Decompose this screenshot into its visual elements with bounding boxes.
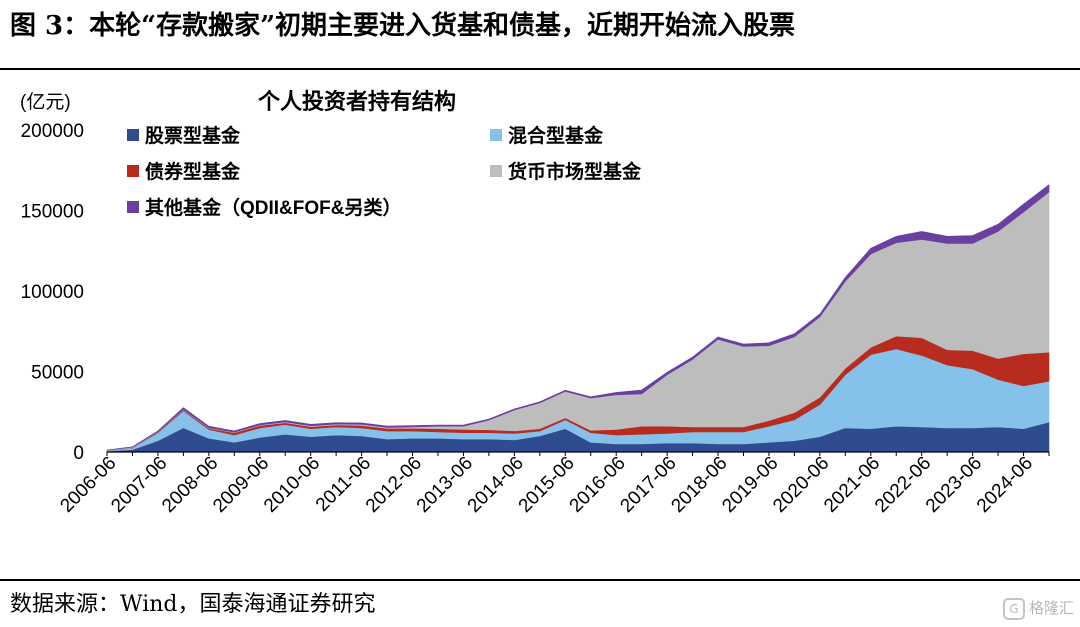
x-tick-label-14: 2020-06 xyxy=(769,453,833,517)
y-tick-label-4: 200000 xyxy=(21,121,84,142)
x-tick-label-0: 2006-06 xyxy=(56,453,120,517)
x-tick-label-7: 2013-06 xyxy=(413,453,477,517)
area-series-group xyxy=(106,184,1050,453)
legend-swatch-2 xyxy=(127,165,139,177)
legend-label-3: 货币市场型基金 xyxy=(508,160,642,183)
chart-title: 个人投资者持有结构 xyxy=(258,89,456,114)
watermark: G 格隆汇 xyxy=(1002,595,1074,621)
x-tick-label-3: 2009-06 xyxy=(209,453,273,517)
watermark-logo-icon: G xyxy=(1002,597,1025,620)
x-tick-label-15: 2021-06 xyxy=(820,453,884,517)
bottom-rule xyxy=(0,579,1080,581)
y-tick-label-1: 50000 xyxy=(31,363,84,384)
x-tick-label-17: 2023-06 xyxy=(922,453,986,517)
x-tick-label-6: 2012-06 xyxy=(362,453,426,517)
legend-swatch-0 xyxy=(127,129,139,141)
legend-swatch-1 xyxy=(490,129,502,141)
x-tick-label-18: 2024-06 xyxy=(973,453,1037,517)
legend-swatch-3 xyxy=(490,165,502,177)
chart-canvas: (亿元) 个人投资者持有结构 050000100000150000200000 … xyxy=(20,89,1050,517)
x-tick-label-16: 2022-06 xyxy=(871,453,935,517)
y-unit-label: (亿元) xyxy=(20,91,71,113)
legend-label-4: 其他基金（QDII&FOF&另类） xyxy=(145,196,402,219)
x-tick-label-2: 2008-06 xyxy=(158,453,222,517)
legend-label-1: 混合型基金 xyxy=(508,124,604,147)
x-axis: 2006-062007-062008-062009-062010-062011-… xyxy=(56,451,1050,517)
figure-title: 图 3：本轮“存款搬家”初期主要进入货基和债基，近期开始流入股票 xyxy=(10,11,796,41)
area-series-4 xyxy=(106,184,1050,451)
top-rule xyxy=(0,68,1080,70)
y-axis: 0 50000 100000 150000 200000 xyxy=(21,121,84,464)
legend-swatch-4 xyxy=(127,201,139,213)
legend-label-2: 债券型基金 xyxy=(145,160,241,183)
x-tick-label-11: 2017-06 xyxy=(616,453,680,517)
y-tick-label-2: 100000 xyxy=(21,282,84,303)
x-tick-label-9: 2015-06 xyxy=(515,453,579,517)
y-tick-label-0: 0 xyxy=(73,443,84,464)
x-tick-label-10: 2016-06 xyxy=(566,453,630,517)
x-tick-label-8: 2014-06 xyxy=(464,453,528,517)
x-tick-label-13: 2019-06 xyxy=(718,453,782,517)
x-tick-label-4: 2010-06 xyxy=(260,453,324,517)
x-tick-label-1: 2007-06 xyxy=(107,453,171,517)
legend-label-0: 股票型基金 xyxy=(145,124,241,147)
watermark-text: 格隆汇 xyxy=(1028,599,1074,617)
y-tick-label-3: 150000 xyxy=(21,202,84,223)
source-note: 数据来源：Wind，国泰海通证券研究 xyxy=(10,592,376,617)
x-tick-label-12: 2018-06 xyxy=(667,453,731,517)
